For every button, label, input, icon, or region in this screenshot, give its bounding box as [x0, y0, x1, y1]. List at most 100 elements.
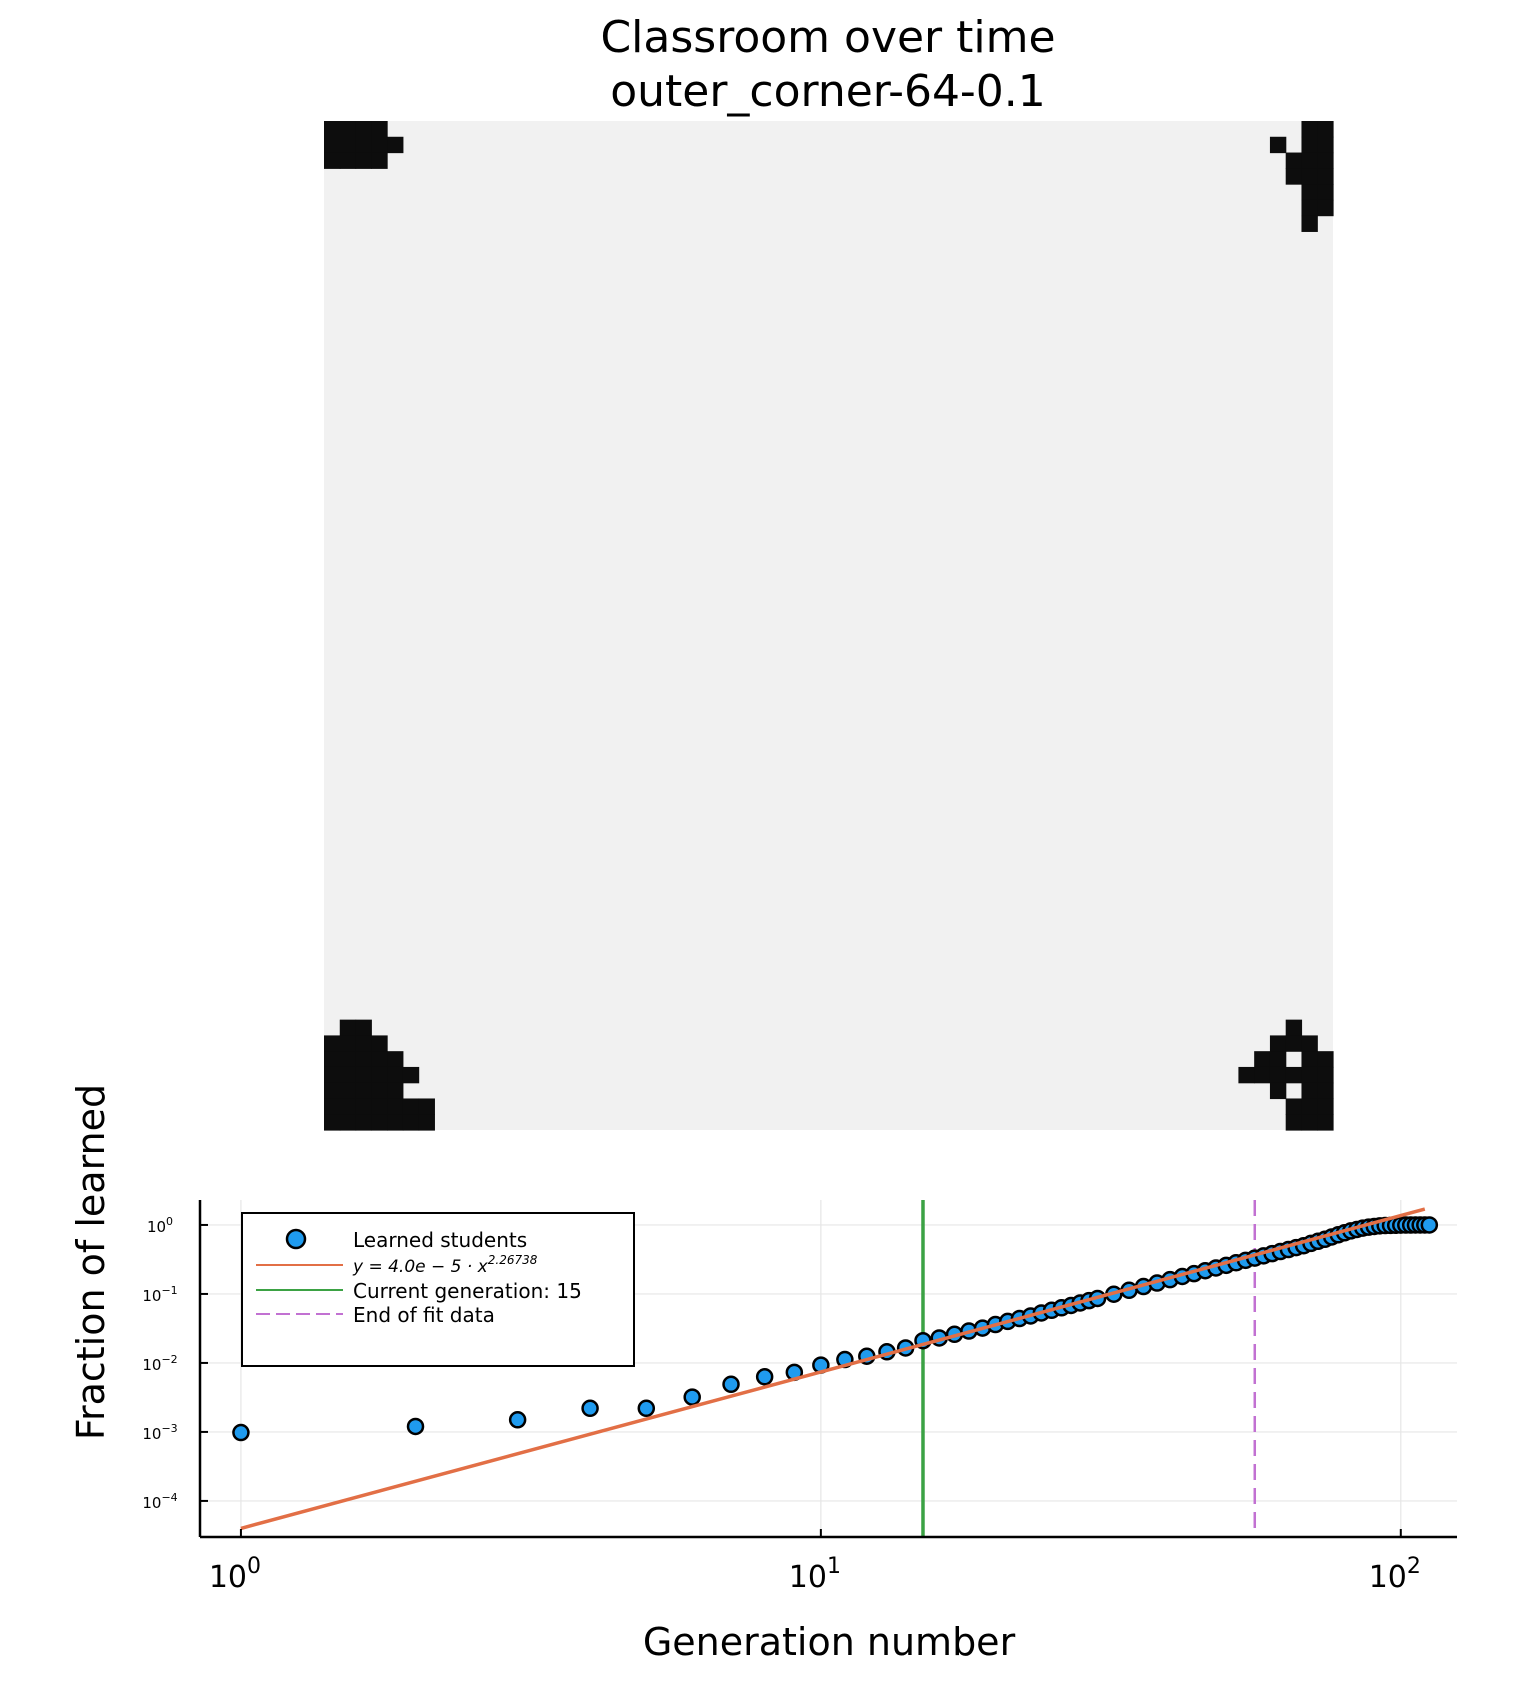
y-tick-base: 10 — [147, 1218, 166, 1236]
data-point — [232, 1423, 250, 1442]
grid-cell-learned — [371, 136, 388, 154]
data-point — [406, 1417, 425, 1436]
grid-cell-learned — [324, 152, 341, 169]
grid-cell-learned — [339, 1098, 357, 1115]
grid-cell-learned — [402, 1066, 420, 1084]
x-tick-exponent: 1 — [827, 1554, 841, 1579]
grid-cell-learned — [387, 1066, 404, 1084]
x-tick-base: 10 — [789, 1560, 827, 1595]
grid-cell-learned — [355, 136, 372, 154]
data-point — [637, 1399, 656, 1418]
x-tick-exponent: 0 — [247, 1554, 261, 1579]
grid-cell-learned — [1269, 1035, 1287, 1052]
grid-cell-learned — [387, 1082, 404, 1100]
data-point — [581, 1399, 599, 1418]
grid-cell-learned — [371, 1114, 388, 1131]
grid-cell-learned — [371, 152, 388, 169]
grid-cell-learned — [355, 1019, 372, 1037]
y-tick-base: 10 — [142, 1287, 161, 1305]
y-tick-base: 10 — [142, 1494, 161, 1512]
grid-cell-learned — [1269, 1051, 1287, 1068]
y-tick-label: 10−1 — [142, 1284, 177, 1305]
grid-cell-learned — [355, 1035, 372, 1052]
data-point — [508, 1411, 527, 1429]
grid-cell-learned — [1285, 1035, 1303, 1052]
grid-cell-learned — [1285, 1098, 1303, 1115]
grid-cell-learned — [355, 1082, 372, 1100]
grid-cell-learned — [324, 136, 341, 154]
grid-cell-learned — [1301, 136, 1318, 154]
grid-cell-learned — [1269, 1066, 1287, 1084]
grid-cell-learned — [1269, 1082, 1287, 1100]
grid-cell-learned — [1317, 1098, 1334, 1115]
legend: Learned students y = 4.0e − 5 · x2.26738… — [241, 1212, 635, 1367]
grid-cell-learned — [1238, 1066, 1255, 1084]
figure-subtitle: outer_corner-64-0.1 — [610, 66, 1046, 117]
grid-cell-learned — [324, 1066, 341, 1084]
grid-cell-learned — [1317, 184, 1334, 201]
grid-cell-learned — [1301, 1082, 1318, 1100]
x-tick-exponent: 2 — [1407, 1554, 1421, 1579]
grid-cell-learned — [324, 121, 341, 138]
grid-cell-learned — [1301, 199, 1318, 217]
grid-cell-learned — [1301, 152, 1318, 169]
fit-line — [240, 1207, 1426, 1531]
grid-cell-learned — [1317, 136, 1334, 154]
y-tick-base: 10 — [142, 1356, 161, 1374]
y-tick-base: 10 — [142, 1425, 161, 1443]
grid-cell-learned — [402, 1098, 420, 1115]
legend-scatter-label: Learned students — [353, 1228, 527, 1252]
legend-fit-label: y = 4.0e − 5 · x2.26738 — [352, 1253, 538, 1277]
grid-cell-learned — [1254, 1051, 1271, 1068]
grid-cell-learned — [371, 1082, 388, 1100]
grid-cell-learned — [1285, 1066, 1303, 1084]
y-tick-exponent: −1 — [161, 1284, 177, 1297]
grid-cell-learned — [339, 121, 357, 138]
grid-cell-learned — [1317, 199, 1334, 217]
grid-cell-learned — [1317, 1051, 1334, 1068]
figure-title: Classroom over time — [600, 12, 1056, 63]
data-point — [722, 1375, 740, 1394]
plot-series — [232, 1200, 1439, 1537]
y-tick-label: 100 — [147, 1215, 173, 1236]
grid-background — [324, 121, 1333, 1130]
x-tick-label: 100 — [209, 1554, 261, 1595]
grid-cell-learned — [1301, 215, 1318, 232]
grid-cell-learned — [387, 136, 404, 154]
y-tick-exponent: −2 — [161, 1353, 177, 1366]
grid-cell-learned — [355, 121, 372, 138]
data-point — [755, 1368, 774, 1386]
grid-cell-learned — [371, 1098, 388, 1115]
grid-cell-learned — [1301, 1114, 1318, 1131]
grid-cell-learned — [339, 1019, 357, 1037]
grid-cell-learned — [1301, 1098, 1318, 1115]
grid-cell-learned — [339, 152, 357, 169]
grid-cell-learned — [355, 1051, 372, 1068]
grid-cell-learned — [1301, 121, 1318, 138]
grid-cell-learned — [324, 1051, 341, 1068]
grid-cell-learned — [1285, 1019, 1303, 1037]
y-tick-label: 10−4 — [142, 1491, 177, 1512]
grid-cell-learned — [1269, 136, 1287, 154]
grid-cell-learned — [1317, 1066, 1334, 1084]
grid-cell-learned — [1285, 1114, 1303, 1131]
grid-cell-learned — [339, 1051, 357, 1068]
x-tick-label: 101 — [789, 1554, 841, 1595]
grid-cell-learned — [418, 1114, 435, 1131]
legend-fit-main: y = 4.0e − 5 · x — [352, 1257, 489, 1277]
legend-current-label: Current generation: 15 — [353, 1279, 582, 1303]
grid-cell-learned — [371, 1035, 388, 1052]
y-tick-label: 10−2 — [142, 1353, 177, 1374]
grid-cell-learned — [387, 1114, 404, 1131]
grid-cell-learned — [324, 1035, 341, 1052]
y-tick-exponent: 0 — [166, 1215, 173, 1228]
grid-cell-learned — [1317, 168, 1334, 185]
grid-cell-learned — [339, 1066, 357, 1084]
legend-scatter-marker — [285, 1228, 307, 1250]
grid-cell-learned — [387, 1098, 404, 1115]
grid-cell-learned — [1301, 1035, 1318, 1052]
grid-cell-learned — [371, 1051, 388, 1068]
